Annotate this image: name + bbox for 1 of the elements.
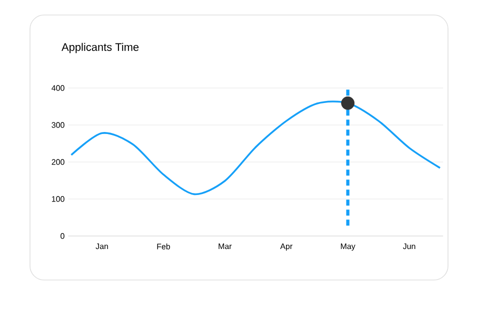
chart-title: Applicants Time [62,42,139,54]
